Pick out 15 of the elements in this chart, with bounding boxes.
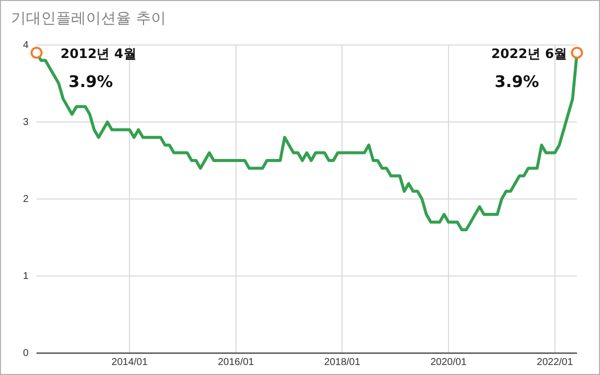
y-tick-label: 3 (23, 116, 29, 128)
annotation: 3.9% (494, 72, 539, 91)
y-tick-label: 1 (23, 270, 29, 282)
x-tick-label: 2014/01 (112, 356, 148, 368)
annotation: 3.9% (68, 72, 113, 91)
x-tick-label: 2018/01 (324, 356, 361, 368)
y-tick-label: 4 (23, 40, 29, 51)
x-tick-label: 2016/01 (218, 356, 254, 368)
annotation: 2022년 6월 (491, 47, 567, 62)
chart-title: 기대인플레이션율 추이 (11, 9, 166, 28)
y-tick-label: 2 (23, 194, 29, 205)
y-tick-label: 0 (23, 348, 29, 359)
x-tick-label: 2022/01 (536, 356, 574, 368)
x-tick-label: 2020/01 (430, 356, 468, 368)
annotation: 2012년 4월 (60, 47, 136, 62)
